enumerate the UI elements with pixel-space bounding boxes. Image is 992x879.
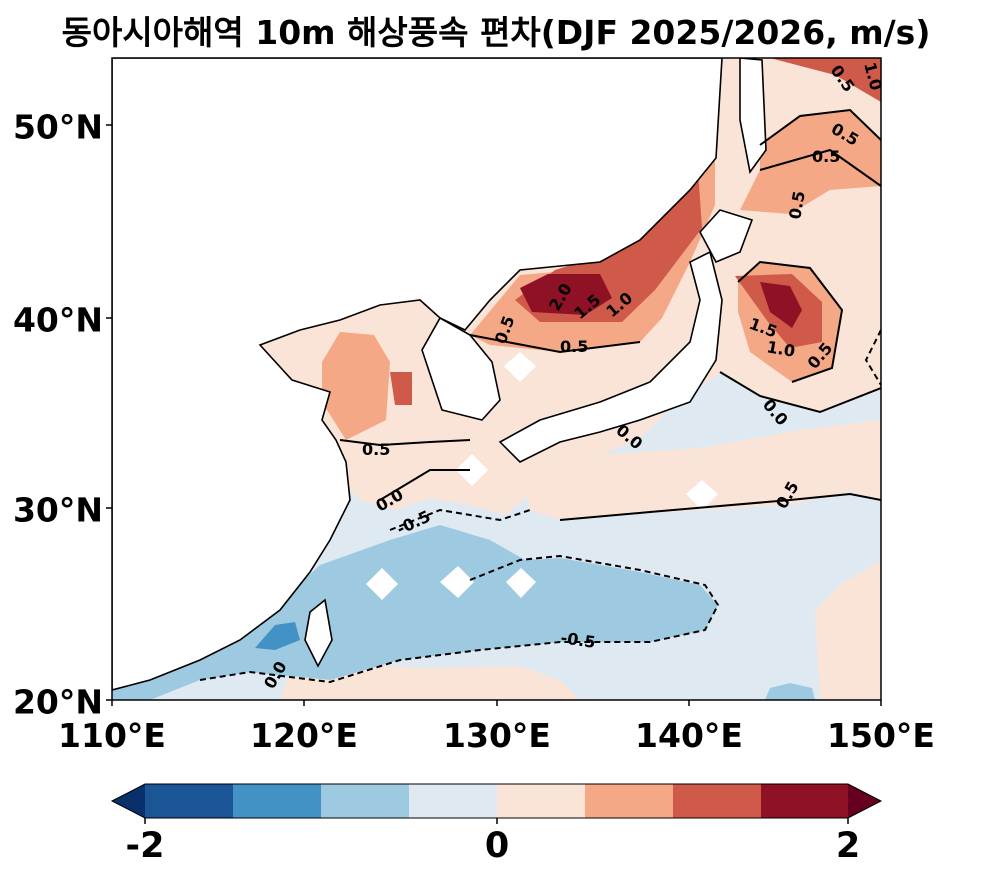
- anomaly-field-minus-0.5-east: [765, 683, 815, 700]
- contour-label: 0.5: [362, 440, 390, 459]
- masked-cells: [366, 352, 718, 600]
- anomaly-field-minus-0.5: [112, 525, 718, 700]
- figure-title: 동아시아해역 10m 해상풍속 편차(DJF 2025/2026, m/s): [61, 13, 931, 52]
- x-tick-label: 140°E: [635, 716, 743, 755]
- y-tick-label: 50°N: [12, 107, 103, 147]
- anomaly-field-2.0-sea-of-japan: [520, 274, 612, 315]
- y-tick-label: 40°N: [12, 300, 103, 340]
- anomaly-field-minus-1.0: [255, 622, 300, 650]
- colorbar-bin: [409, 784, 497, 818]
- colorbar-bin: [145, 784, 233, 818]
- land-mask: [112, 58, 767, 691]
- colorbar-extend-low: [112, 784, 145, 818]
- contour-lines: [199, 108, 881, 684]
- colorbar-tick-label: 0: [484, 826, 510, 866]
- land-asia: [112, 58, 723, 691]
- x-tick-label: 130°E: [443, 716, 551, 755]
- land-japan: [498, 250, 723, 463]
- colorbar-bin: [585, 784, 673, 818]
- land-taiwan: [304, 598, 333, 668]
- land-hokkaido: [699, 209, 754, 264]
- contour-label: -0.5: [559, 628, 596, 652]
- land-sakhalin: [739, 58, 767, 174]
- x-tick-label: 150°E: [827, 716, 935, 755]
- contour-label: 0.5: [812, 147, 840, 166]
- anomaly-field-positive-southeast: [815, 560, 881, 700]
- colorbar-tick-label: -2: [125, 826, 165, 866]
- x-tick-label: 110°E: [58, 716, 166, 755]
- colorbar-bin: [497, 784, 585, 818]
- colorbar: [110, 783, 883, 824]
- colorbar-bin: [761, 784, 848, 818]
- colorbar-bin: [321, 784, 409, 818]
- y-tick-label: 20°N: [12, 682, 103, 722]
- y-tick-label: 30°N: [12, 490, 103, 530]
- colorbar-tick-label: 2: [835, 826, 861, 866]
- anomaly-field-0.5-yellow-sea: [322, 332, 390, 440]
- land-korea: [421, 316, 501, 421]
- colorbar-extend-high: [848, 784, 881, 818]
- contour-label: 0.5: [785, 189, 809, 220]
- anomaly-field-0.5-kuril: [740, 110, 881, 214]
- map-fields: [112, 58, 881, 700]
- anomaly-field-positive-band: [520, 420, 881, 520]
- axis-ticks: [106, 124, 882, 706]
- contour-label: 1.0: [765, 337, 796, 361]
- anomaly-field-1.0-northeast: [770, 58, 881, 102]
- anomaly-field-2.0-east-hokkaido: [760, 282, 802, 328]
- colorbar-bin: [233, 784, 321, 818]
- anomaly-field-1.0-yellow-sea: [390, 372, 412, 405]
- contour-label: 0.5: [560, 337, 588, 356]
- x-tick-label: 120°E: [250, 716, 358, 755]
- colorbar-bin: [673, 784, 761, 818]
